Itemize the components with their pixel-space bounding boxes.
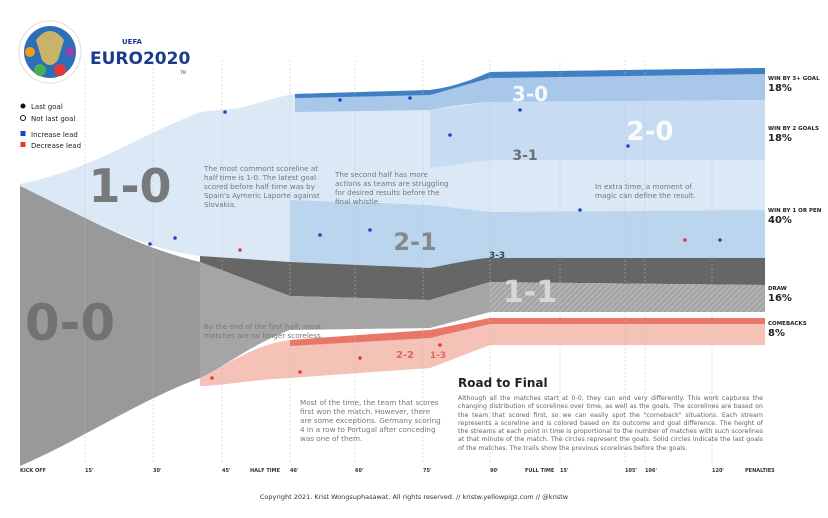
scoreline-label: 2-1 [393, 228, 436, 256]
outcome-label: WIN BY 2 GOALS [768, 126, 819, 132]
outcome-label: DRAW [768, 286, 787, 292]
win3-edge [295, 68, 765, 98]
time-grid: KICK OFF 15' 30' 45' HALF TIME 46' 60' 75' 90' FU… [20, 60, 775, 474]
story-title: Road to Final [458, 376, 548, 390]
annotation: By the end of the first half, most match… [204, 322, 324, 340]
time-label: 60' [355, 468, 364, 474]
story-body: Although all the matches start at 0-0, t… [458, 395, 763, 452]
comeback-stream [200, 318, 765, 386]
scoreline-label: 1-0 [88, 159, 171, 213]
outcome-label: WIN BY 1 OR PEN [768, 208, 822, 214]
outcome-share: 16% [768, 293, 792, 304]
annotation: The second half has more actions as team… [335, 170, 449, 206]
legend-icon [20, 103, 26, 109]
goal-markers [148, 96, 722, 380]
time-label: PENALTIES [745, 468, 775, 474]
time-label: KICK OFF [20, 468, 46, 474]
time-label: 75' [423, 468, 432, 474]
time-label: 15' [560, 468, 569, 474]
time-label: HALF TIME [250, 468, 281, 474]
outcome-share: 18% [768, 83, 792, 94]
scoreline-label: 2-0 [627, 117, 674, 147]
scoreline-label: 2-2 [396, 350, 414, 361]
time-label: 30' [153, 468, 162, 474]
scoreless-first-half [20, 186, 200, 466]
brand: EURO2020 [90, 49, 190, 69]
outcome-share: 18% [768, 133, 792, 144]
outcome-share: 8% [768, 328, 785, 339]
time-label: 45' [222, 468, 231, 474]
streams [20, 68, 765, 466]
legend-label: Not last goal [31, 115, 75, 123]
win1-stream [290, 200, 765, 268]
brand-top: UEFA [122, 38, 142, 46]
legend-label: Increase lead [31, 131, 78, 139]
time-label: 105' [625, 468, 637, 474]
legend-icon [20, 115, 26, 121]
time-label: 106' [645, 468, 657, 474]
scoreline-label: 3-1 [512, 148, 537, 164]
legend-icon [20, 142, 26, 147]
comeback-edge [290, 318, 765, 346]
win2-stream [430, 100, 765, 168]
scoreline-label: 3-3 [489, 251, 505, 261]
footer: Copyright 2021. Krist Wongsuphasawat. Al… [260, 493, 569, 501]
time-label: 90' [490, 468, 499, 474]
trademark: TM [179, 70, 186, 75]
scoreline-label: 1-1 [503, 275, 557, 310]
annotation: Most of the time, the team that scores f… [300, 398, 441, 443]
legend-label: Decrease lead [31, 142, 81, 150]
logo [18, 20, 82, 84]
outcome-label: WIN BY 3+ GOAL [768, 76, 820, 82]
hatch [490, 282, 765, 312]
annotation: In extra time, a moment of magic can def… [595, 182, 696, 200]
legend-icon [20, 131, 26, 136]
time-label: 15' [85, 468, 94, 474]
scoreless-stream [20, 186, 765, 466]
time-label: FULL TIME [525, 468, 555, 474]
time-label: 120' [712, 468, 724, 474]
scoreline-label: 0-0 [25, 294, 115, 352]
annotation: The most commont scoreline at half time … [204, 164, 320, 209]
scoreline-label: 1-3 [430, 351, 446, 361]
outcome-share: 40% [768, 215, 792, 226]
outcome-label: COMEBACKS [768, 321, 807, 327]
time-label: 46' [290, 468, 299, 474]
legend-label: Last goal [31, 103, 63, 111]
scoreline-label: 3-0 [512, 82, 548, 106]
win3-stream [295, 68, 765, 112]
draw-stream [200, 256, 765, 300]
